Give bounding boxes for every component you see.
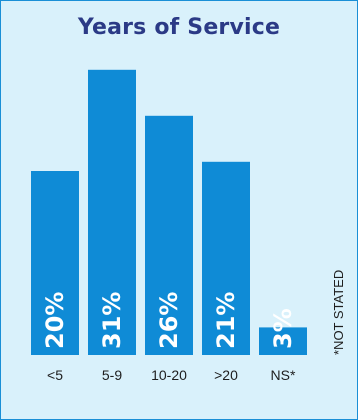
bar-value-label-1: 31% bbox=[98, 292, 126, 349]
category-label-2: 10-20 bbox=[151, 367, 187, 383]
category-label-4: NS* bbox=[271, 367, 296, 383]
footnote-not-stated: *NOT STATED bbox=[331, 270, 346, 355]
bar-value-label-2: 26% bbox=[155, 292, 183, 349]
bar-1 bbox=[88, 69, 136, 356]
bar-0 bbox=[31, 171, 79, 355]
chart-title: Years of Service bbox=[77, 15, 281, 40]
bar-2 bbox=[145, 115, 193, 355]
category-label-3: >20 bbox=[214, 367, 238, 383]
bar-value-label-0: 20% bbox=[41, 292, 69, 349]
bar-3 bbox=[202, 161, 250, 355]
bar-4 bbox=[259, 327, 307, 355]
bar-value-label-4: 3% bbox=[269, 308, 297, 349]
category-label-0: <5 bbox=[47, 367, 63, 383]
bar-value-label-3: 21% bbox=[212, 292, 240, 349]
category-label-1: 5-9 bbox=[102, 367, 122, 383]
